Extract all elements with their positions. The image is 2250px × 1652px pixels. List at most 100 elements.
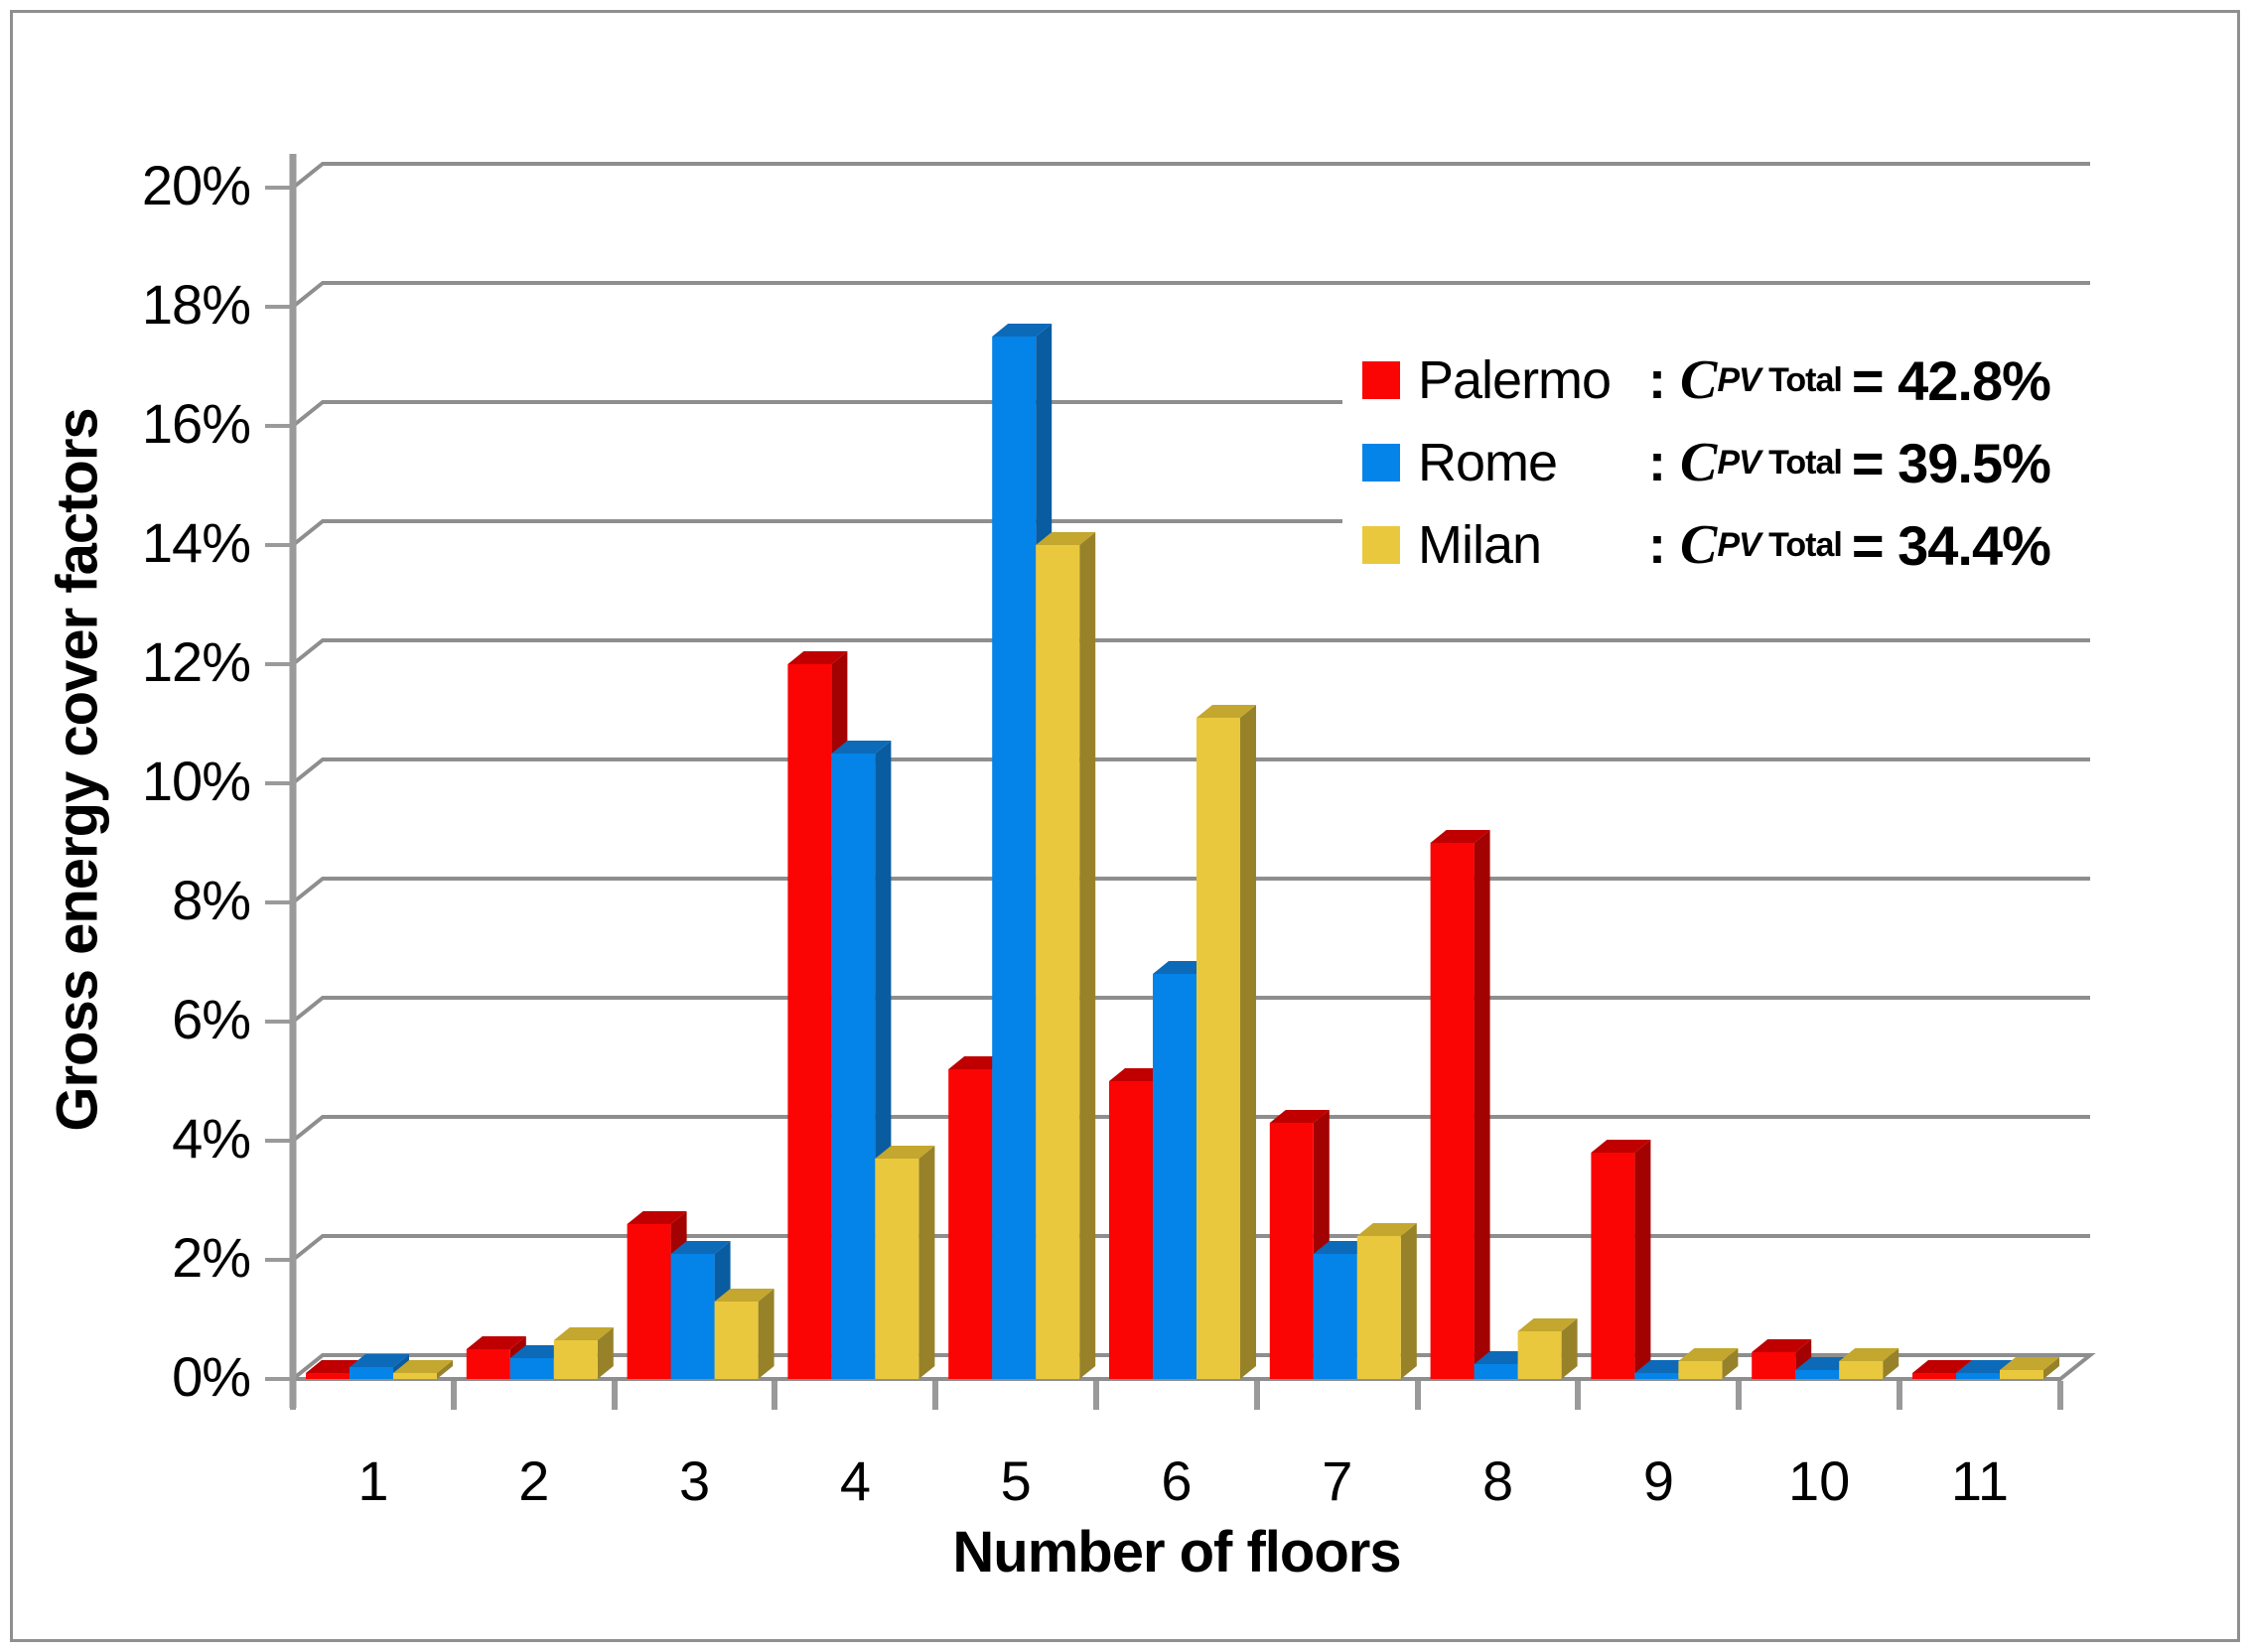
bar-milan-floor-1	[393, 1360, 453, 1379]
y-tick-label: 8%	[172, 869, 251, 931]
y-tick-label: 10%	[141, 750, 251, 812]
bar-face	[1517, 1318, 1578, 1331]
bar-face	[509, 1358, 554, 1379]
bar-face	[992, 337, 1037, 1379]
bar-face	[1752, 1352, 1796, 1379]
bar-milan-floor-2	[553, 1327, 614, 1379]
x-tick-label: 6	[1161, 1449, 1193, 1512]
x-tick-label: 1	[357, 1449, 389, 1512]
bar-face	[831, 741, 892, 754]
legend-total-palermo: = 42.8%	[1851, 348, 2051, 412]
bar-face	[627, 1224, 671, 1379]
bar-face	[1752, 1339, 1812, 1352]
bar-face	[875, 1159, 919, 1379]
legend-colon: :	[1648, 515, 1666, 575]
x-tick-label: 4	[839, 1449, 871, 1512]
bar-face	[1109, 1081, 1153, 1379]
bar-face	[1883, 1348, 1899, 1379]
bar-face	[1912, 1373, 1956, 1379]
bar-face	[1079, 532, 1096, 1379]
bar-face	[597, 1327, 614, 1379]
cpv-symbol: C	[1679, 514, 1718, 576]
x-axis-title: Number of floors	[952, 1520, 1401, 1584]
bar-milan-floor-6	[1196, 705, 1256, 1379]
bar-face	[466, 1336, 526, 1349]
cpv-subscript: PV Total	[1717, 525, 1843, 564]
bar-face	[787, 651, 848, 664]
x-tick-label: 7	[1322, 1449, 1353, 1512]
x-tick-label: 9	[1642, 1449, 1674, 1512]
legend-colon: :	[1648, 350, 1666, 410]
legend-label-rome: Rome	[1418, 433, 1558, 492]
bar-face	[306, 1373, 350, 1379]
legend-swatch-rome	[1362, 444, 1400, 482]
legend-swatch-milan	[1362, 526, 1400, 564]
bar-face	[1196, 718, 1240, 1379]
y-tick-label: 6%	[172, 988, 251, 1050]
gridline	[291, 877, 2090, 904]
bar-face	[1634, 1140, 1651, 1379]
legend-row-palermo: Palermo : C PV Total = 42.8%	[1342, 345, 2051, 415]
bar-face	[350, 1354, 409, 1367]
x-tick-label: 10	[1788, 1449, 1851, 1512]
bar-face	[2000, 1357, 2059, 1370]
legend-label-palermo: Palermo	[1418, 350, 1612, 410]
bar-face	[1036, 532, 1096, 545]
bar-palermo-floor-9	[1591, 1140, 1651, 1379]
bar-face	[1430, 843, 1475, 1379]
bar-face	[1634, 1373, 1679, 1379]
bar-face	[1561, 1318, 1578, 1379]
bar-face	[1678, 1361, 1723, 1379]
bar-face	[1722, 1348, 1739, 1379]
x-tick-label: 5	[1000, 1449, 1032, 1512]
bar-face	[918, 1146, 935, 1379]
bar-palermo-floor-8	[1430, 830, 1490, 1379]
bar-face	[992, 324, 1053, 337]
bar-face	[350, 1367, 393, 1379]
bar-milan-floor-8	[1517, 1318, 1578, 1379]
bar-face	[627, 1211, 687, 1224]
bar-face	[1269, 1110, 1330, 1123]
bar-face	[670, 1241, 731, 1254]
bar-face	[466, 1349, 510, 1379]
gridline	[291, 757, 2090, 785]
y-tick-label: 18%	[141, 273, 251, 336]
bar-face	[1474, 1364, 1518, 1379]
bar-face	[1517, 1331, 1562, 1379]
x-tick-label: 8	[1482, 1449, 1514, 1512]
bar-face	[1430, 830, 1490, 843]
bar-face	[670, 1254, 715, 1379]
legend: Palermo : C PV Total = 42.8% Rome : C PV T…	[1342, 340, 2147, 600]
legend-total-rome: = 39.5%	[1851, 431, 2051, 494]
x-tick-label: 3	[679, 1449, 711, 1512]
bar-face	[714, 1289, 774, 1302]
gridline	[291, 996, 2090, 1024]
y-tick-label: 12%	[141, 630, 251, 693]
x-tick-label: 11	[1950, 1449, 2010, 1512]
bar-face	[1269, 1123, 1314, 1379]
bar-face	[2000, 1370, 2043, 1379]
gridline	[291, 638, 2090, 666]
bar-face	[1839, 1348, 1899, 1361]
bar-face	[831, 754, 876, 1379]
bar-face	[1474, 830, 1490, 1379]
bar-face	[1356, 1236, 1401, 1379]
bar-face	[1795, 1370, 1840, 1379]
bar-face	[1912, 1360, 1972, 1373]
cpv-symbol: C	[1679, 432, 1718, 493]
gridline	[291, 281, 2090, 309]
bar-face	[393, 1360, 453, 1373]
y-tick-label: 20%	[141, 154, 251, 216]
bar-face	[714, 1302, 759, 1379]
bar-face	[1356, 1223, 1417, 1236]
bar-milan-floor-4	[875, 1146, 935, 1379]
bar-milan-floor-10	[1839, 1348, 1899, 1379]
bar-face	[758, 1289, 774, 1379]
legend-total-milan: = 34.4%	[1851, 513, 2051, 577]
bar-milan-floor-9	[1678, 1348, 1739, 1379]
bar-face	[553, 1327, 614, 1340]
bar-face	[1313, 1254, 1357, 1379]
bar-face	[2043, 1357, 2059, 1379]
bar-palermo-floor-10	[1752, 1339, 1812, 1379]
